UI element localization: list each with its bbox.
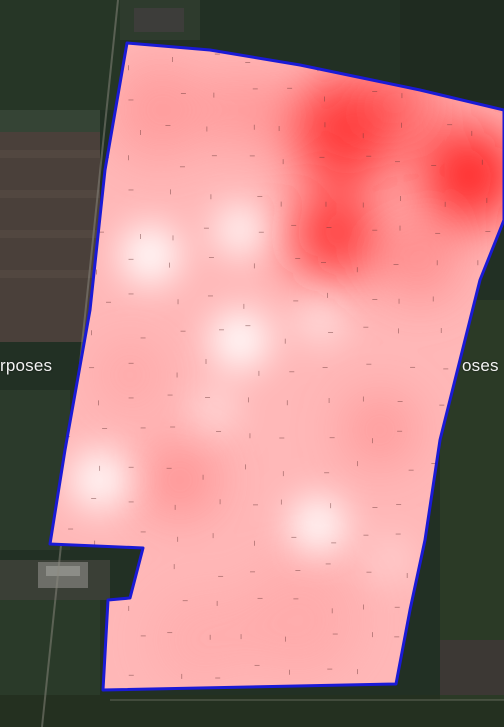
sample-point-markers <box>51 53 492 682</box>
field-boundary[interactable] <box>48 41 504 692</box>
